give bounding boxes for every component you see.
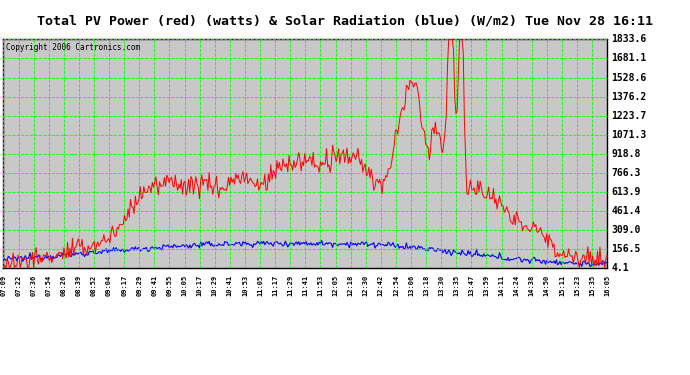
- Text: 1681.1: 1681.1: [611, 54, 647, 63]
- Text: 1528.6: 1528.6: [611, 72, 647, 82]
- Text: 1071.3: 1071.3: [611, 130, 647, 140]
- Text: 4.1: 4.1: [611, 263, 629, 273]
- Text: 766.3: 766.3: [611, 168, 641, 178]
- Text: 918.8: 918.8: [611, 149, 641, 159]
- Text: Copyright 2006 Cartronics.com: Copyright 2006 Cartronics.com: [6, 43, 141, 52]
- Text: Total PV Power (red) (watts) & Solar Radiation (blue) (W/m2) Tue Nov 28 16:11: Total PV Power (red) (watts) & Solar Rad…: [37, 15, 653, 28]
- Text: 1376.2: 1376.2: [611, 92, 647, 102]
- Text: 1833.6: 1833.6: [611, 34, 647, 44]
- Text: 1223.7: 1223.7: [611, 111, 647, 121]
- Text: 309.0: 309.0: [611, 225, 641, 235]
- Text: 461.4: 461.4: [611, 206, 641, 216]
- Text: 156.5: 156.5: [611, 244, 641, 254]
- Text: 613.9: 613.9: [611, 187, 641, 197]
